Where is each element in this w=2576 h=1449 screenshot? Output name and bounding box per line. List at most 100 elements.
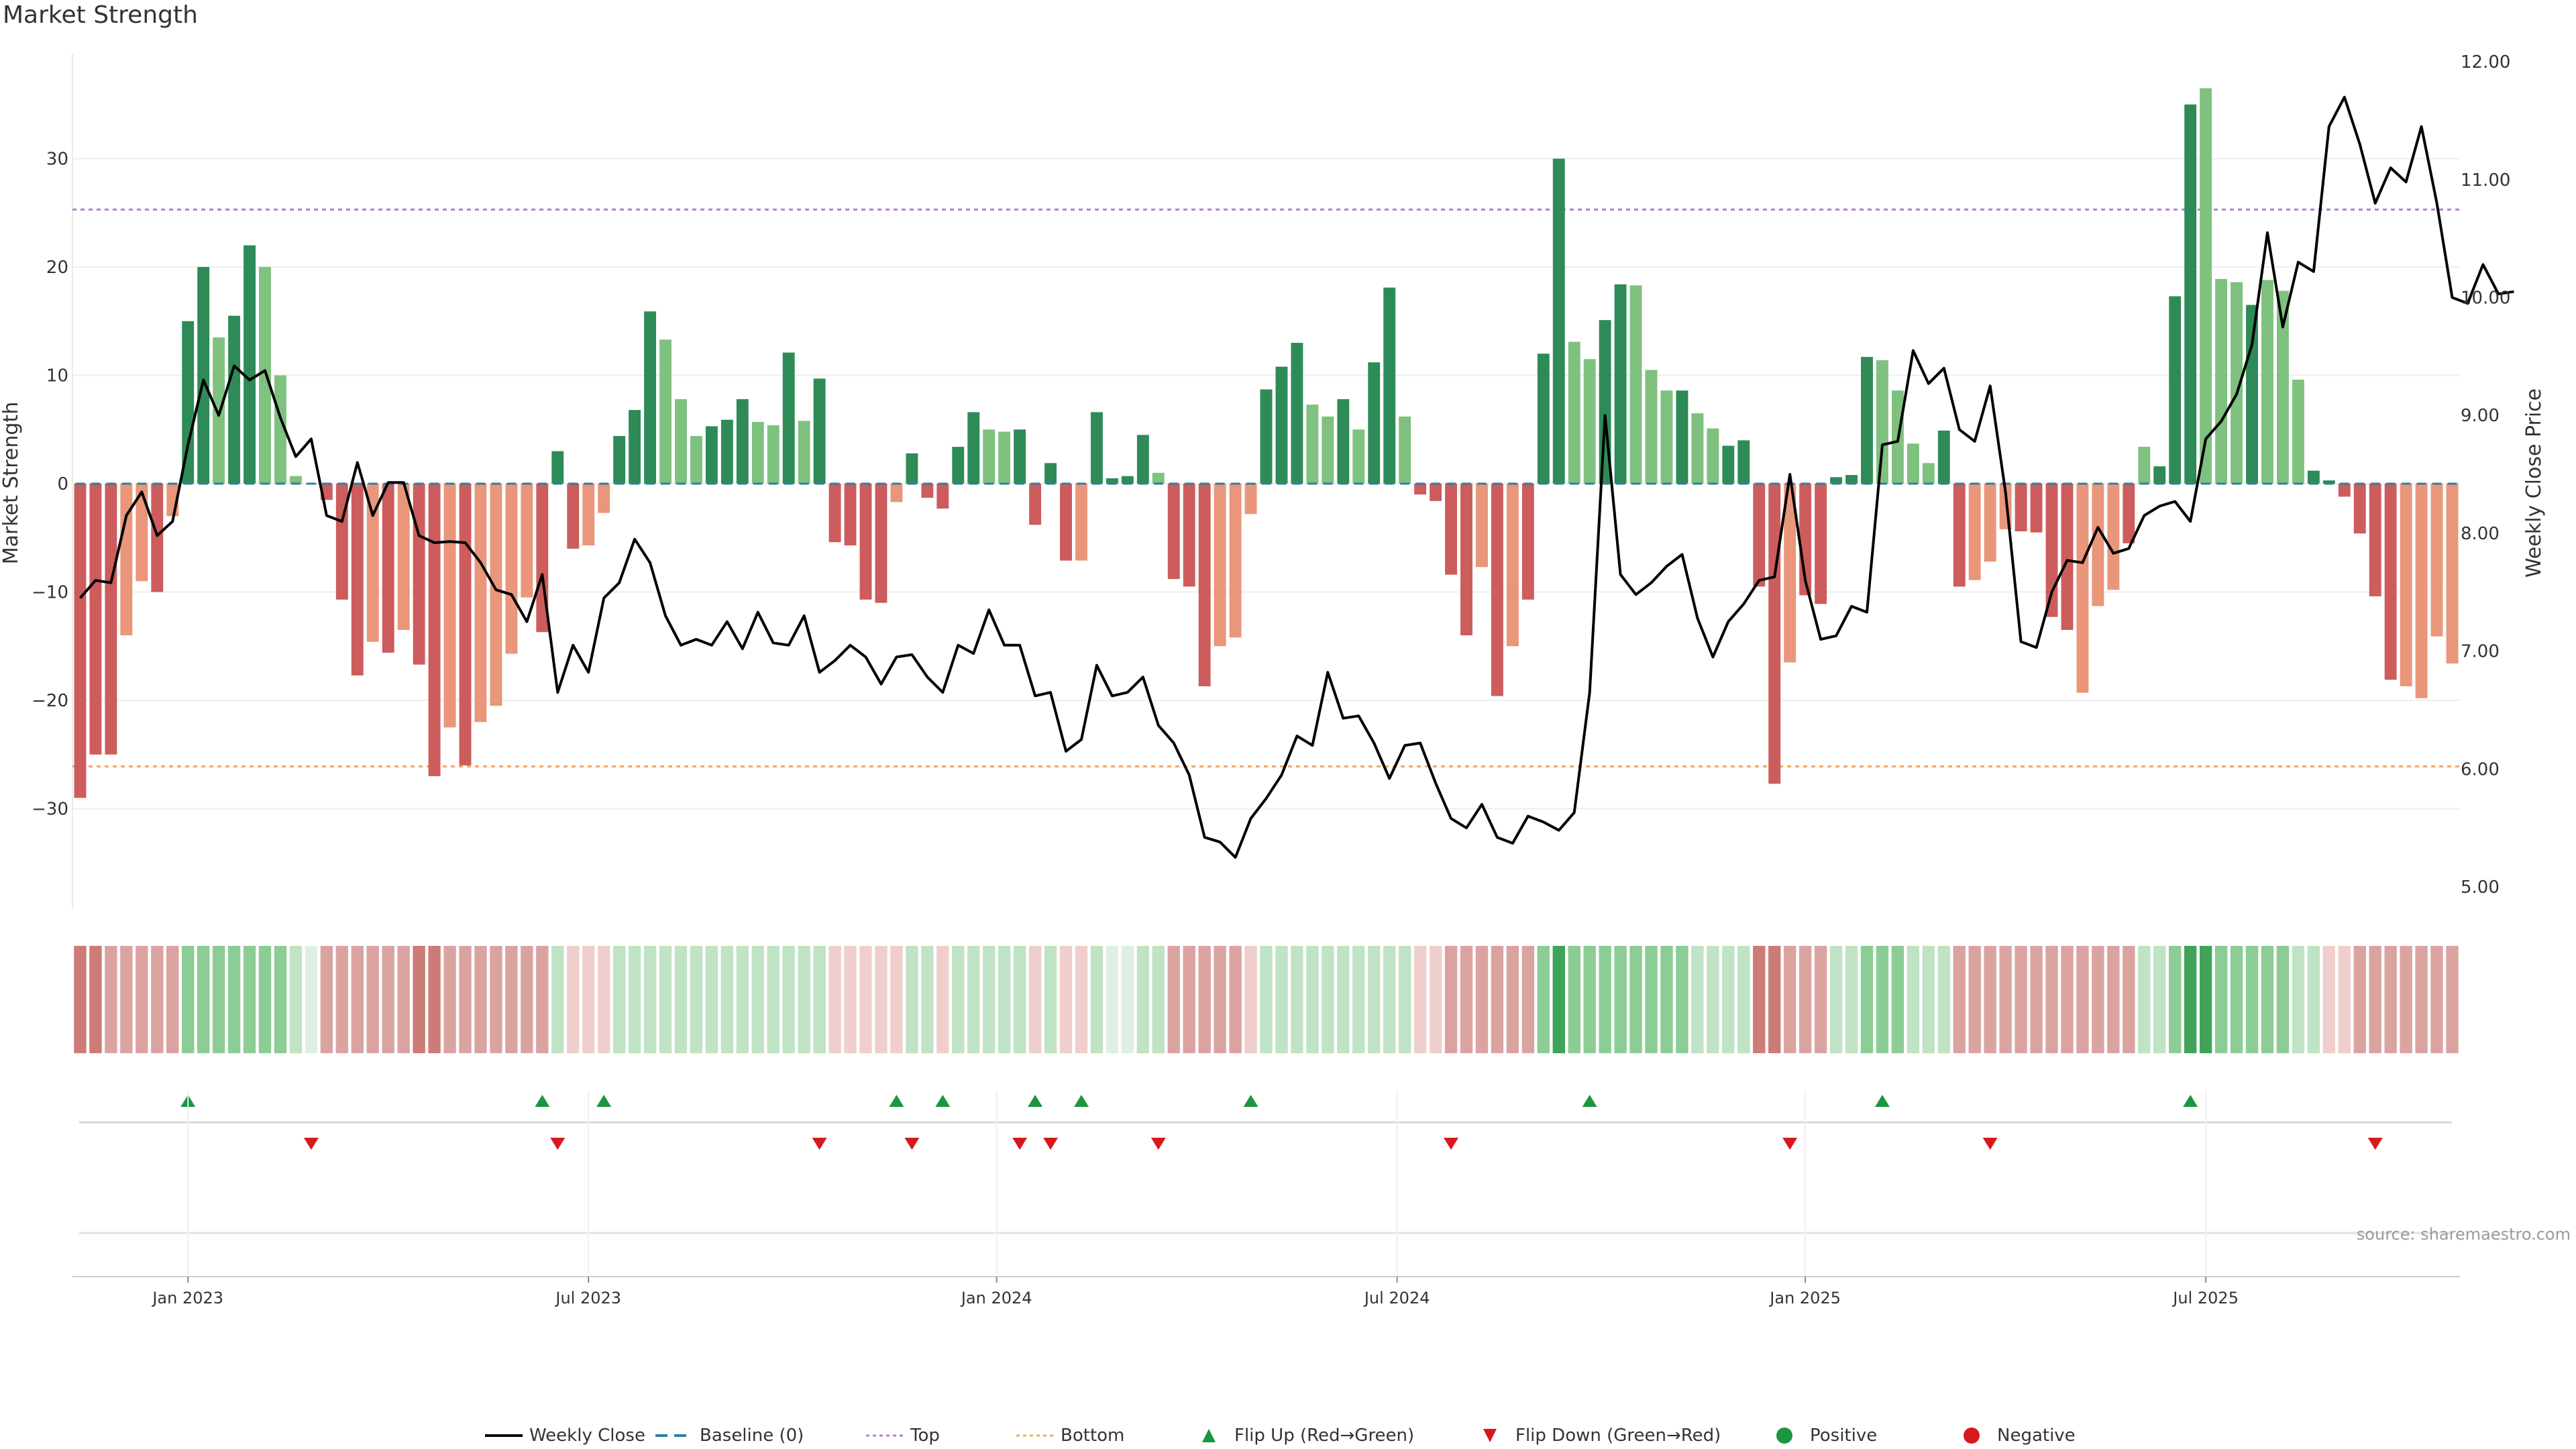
strength-bar bbox=[1568, 341, 1580, 484]
strength-bar bbox=[366, 484, 379, 642]
heat-cell bbox=[1491, 946, 1504, 1053]
strength-bar bbox=[1830, 477, 1843, 484]
legend-item-flip_up: Flip Up (Red→Green) bbox=[1202, 1426, 1414, 1446]
strength-bar bbox=[1537, 354, 1550, 484]
heat-cell bbox=[136, 946, 148, 1053]
legend: Weekly Close Baseline (0) Top Bottom Flip Up… bbox=[485, 1426, 2076, 1446]
flip-down-marker bbox=[1444, 1138, 1459, 1150]
strength-bar bbox=[89, 484, 102, 755]
flip-down-marker bbox=[1043, 1138, 1059, 1150]
flip-up-icon bbox=[1202, 1429, 1216, 1442]
heat-cell bbox=[813, 946, 826, 1053]
legend-item-top: Top bbox=[866, 1426, 940, 1446]
price-line-layer bbox=[78, 95, 2514, 859]
heat-cell bbox=[1260, 946, 1273, 1053]
strength-bar bbox=[2369, 484, 2381, 596]
heat-cell bbox=[1506, 946, 1519, 1053]
legend-item-weekly_close: Weekly Close bbox=[485, 1426, 645, 1446]
heat-cell bbox=[474, 946, 487, 1053]
strength-bar bbox=[1399, 416, 1411, 484]
heat-cell bbox=[2153, 946, 2166, 1053]
strength-bar bbox=[1044, 463, 1057, 484]
flip-up-marker bbox=[1028, 1095, 1043, 1107]
heat-cell bbox=[1845, 946, 1858, 1053]
heat-cell bbox=[828, 946, 841, 1053]
heat-cell bbox=[1537, 946, 1550, 1053]
heat-cell bbox=[1937, 946, 1950, 1053]
strength-bar bbox=[382, 484, 394, 653]
heat-cell bbox=[1291, 946, 1303, 1053]
strength-bar bbox=[1337, 399, 1350, 484]
heat-cell bbox=[859, 946, 872, 1053]
flip-up-marker bbox=[1073, 1095, 1089, 1107]
heat-cell bbox=[2338, 946, 2351, 1053]
strength-bar bbox=[459, 484, 472, 765]
strength-bar bbox=[613, 435, 626, 484]
strength-bar bbox=[428, 484, 441, 777]
heat-cell bbox=[2045, 946, 2058, 1053]
strength-bar bbox=[890, 484, 903, 502]
strength-bar bbox=[751, 421, 764, 484]
heat-cell bbox=[674, 946, 688, 1053]
x-tick-label: Jul 2023 bbox=[554, 1289, 621, 1307]
heat-cell bbox=[2107, 946, 2120, 1053]
heat-cell bbox=[2261, 946, 2274, 1053]
strength-bar bbox=[1922, 463, 1935, 484]
negative-dot-icon bbox=[1964, 1428, 1980, 1444]
heat-cell bbox=[1968, 946, 1981, 1053]
strength-bar bbox=[1784, 484, 1796, 663]
strength-bar bbox=[2430, 484, 2443, 637]
heat-cell bbox=[2015, 946, 2027, 1053]
heat-cell bbox=[2322, 946, 2336, 1053]
heat-cell bbox=[1075, 946, 1088, 1053]
heat-cell bbox=[212, 946, 225, 1053]
heat-cell bbox=[1322, 946, 1334, 1053]
heat-cell bbox=[1614, 946, 1627, 1053]
heat-cell bbox=[936, 946, 949, 1053]
strength-bar bbox=[1876, 360, 1888, 484]
strength-bar bbox=[859, 484, 872, 600]
heat-cell bbox=[151, 946, 164, 1053]
strength-bar bbox=[2153, 466, 2166, 484]
y-tick-label: 30 bbox=[46, 150, 68, 170]
heat-cell bbox=[998, 946, 1011, 1053]
heat-cell bbox=[2230, 946, 2243, 1053]
strength-bar bbox=[244, 245, 256, 484]
strength-bar bbox=[1306, 405, 1319, 484]
strength-bar bbox=[567, 484, 580, 549]
threshold-layer bbox=[72, 208, 2460, 768]
strength-bar bbox=[551, 451, 564, 484]
heat-cell bbox=[197, 946, 210, 1053]
strength-bar bbox=[1460, 484, 1472, 636]
heat-cell bbox=[2123, 946, 2135, 1053]
y2-tick-label: 6.00 bbox=[2461, 759, 2500, 780]
flip-down-marker bbox=[1782, 1138, 1798, 1150]
strength-bar bbox=[2246, 305, 2258, 484]
heat-cell bbox=[505, 946, 518, 1053]
strength-bar bbox=[705, 426, 718, 484]
heat-cell bbox=[798, 946, 810, 1053]
strength-bar bbox=[351, 484, 364, 676]
flip-up-marker bbox=[535, 1095, 550, 1107]
strength-bar bbox=[259, 267, 271, 484]
strength-bar bbox=[1106, 478, 1118, 484]
strength-bar bbox=[2338, 484, 2351, 497]
page-title: Market Strength bbox=[3, 1, 198, 29]
heat-cell bbox=[2030, 946, 2043, 1053]
x-tick-label: Jan 2023 bbox=[151, 1289, 223, 1307]
y-axis-label: Market Strength bbox=[0, 402, 23, 564]
heat-cell bbox=[2353, 946, 2366, 1053]
heat-cell bbox=[1352, 946, 1365, 1053]
strength-bar bbox=[1244, 484, 1257, 515]
heat-cell bbox=[1707, 946, 1719, 1053]
heat-cell bbox=[335, 946, 349, 1053]
heat-cell bbox=[1568, 946, 1580, 1053]
strength-bar bbox=[1521, 484, 1534, 600]
strength-bar bbox=[659, 339, 672, 484]
heat-cell bbox=[382, 946, 394, 1053]
heat-cell bbox=[1013, 946, 1026, 1053]
heat-cell bbox=[1722, 946, 1735, 1053]
heat-cell bbox=[1829, 946, 1843, 1053]
heat-cell bbox=[1460, 946, 1473, 1053]
y2-tick-label: 7.00 bbox=[2461, 642, 2500, 662]
